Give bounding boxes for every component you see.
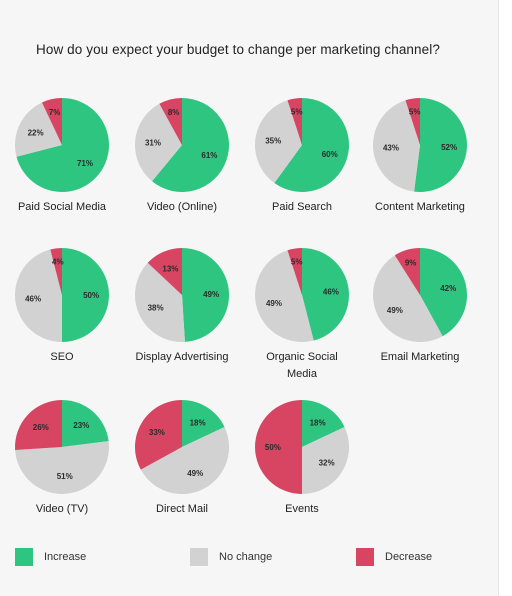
slice-increase-email-marketing: [420, 248, 468, 337]
slice-nochange-video-online: [135, 103, 182, 182]
data-label-nochange-content-marketing: 43%: [383, 144, 399, 153]
pie-label-organic-social-media: Organic Social Media: [266, 351, 338, 380]
data-label-decrease-seo: 4%: [52, 257, 64, 266]
pie-video-tv: 23% 51% 26%: [14, 400, 109, 494]
legend-label-decrease: Decrease: [385, 551, 433, 563]
pie-label-video-online: Video (Online): [146, 201, 218, 213]
slice-decrease-video-online: [159, 98, 182, 145]
data-label-increase-direct-mail: 18%: [190, 418, 206, 427]
data-label-decrease-events: 50%: [265, 443, 281, 452]
data-label-nochange-direct-mail: 49%: [187, 469, 203, 478]
data-label-decrease-organic-social-media: 5%: [291, 258, 303, 267]
pie-direct-mail: 18% 49% 33%: [134, 400, 230, 495]
pie-label-video-tv: Video (TV): [35, 503, 89, 515]
slice-decrease-paid-social-media: [41, 98, 62, 145]
data-label-increase-video-tv: 23%: [73, 421, 89, 430]
legend-swatch-no-change: [190, 548, 208, 566]
data-label-decrease-display-advertising: 13%: [162, 264, 178, 273]
data-label-increase-display-advertising: 49%: [203, 290, 219, 299]
data-label-decrease-content-marketing: 5%: [409, 108, 421, 117]
slice-increase-content-marketing: [414, 98, 467, 193]
data-label-nochange-display-advertising: 38%: [148, 303, 164, 312]
legend-swatch-decrease: [356, 548, 374, 566]
pie-display-advertising: 49% 38% 13%: [135, 247, 230, 343]
legend-swatch-increase: [15, 548, 33, 566]
slice-increase-paid-search: [274, 98, 350, 192]
pie-label-content-marketing: Content Marketing: [375, 201, 465, 213]
pie-label-paid-social-media: Paid Social Media: [17, 201, 107, 213]
slice-increase-paid-social-media: [16, 98, 110, 192]
data-label-increase-paid-search: 60%: [322, 150, 338, 159]
pie-label-events: Events: [285, 503, 319, 515]
data-label-decrease-paid-search: 5%: [291, 108, 303, 117]
slice-increase-seo: [62, 248, 109, 342]
data-label-increase-video-online: 61%: [201, 151, 217, 160]
pie-video-online: 61% 31% 8%: [135, 98, 230, 193]
data-label-decrease-email-marketing: 9%: [405, 259, 417, 268]
slice-decrease-seo: [50, 248, 62, 295]
pie-label-seo: SEO: [50, 351, 74, 363]
slice-nochange-content-marketing: [373, 100, 420, 192]
slice-increase-direct-mail: [182, 400, 225, 447]
pie-label-email-marketing: Email Marketing: [380, 351, 460, 363]
data-label-nochange-email-marketing: 49%: [387, 306, 403, 315]
slice-increase-video-tv: [62, 400, 109, 447]
data-label-decrease-direct-mail: 33%: [149, 428, 165, 437]
slice-nochange-email-marketing: [373, 255, 443, 342]
data-label-nochange-seo: 46%: [25, 295, 41, 304]
slice-decrease-organic-social-media: [287, 248, 302, 295]
slice-increase-display-advertising: [182, 247, 230, 342]
slice-nochange-video-tv: [15, 441, 109, 494]
slice-nochange-paid-search: [255, 100, 302, 184]
pie-label-paid-search: Paid Search: [272, 201, 332, 213]
slice-nochange-organic-social-media: [255, 250, 314, 342]
data-label-nochange-video-online: 31%: [145, 138, 161, 147]
data-label-nochange-events: 32%: [319, 459, 335, 468]
data-label-decrease-paid-social-media: 7%: [49, 108, 61, 117]
data-label-nochange-organic-social-media: 49%: [266, 299, 282, 308]
slice-decrease-content-marketing: [405, 98, 420, 145]
data-label-nochange-paid-search: 35%: [265, 136, 281, 145]
pie-label-direct-mail: Direct Mail: [156, 503, 208, 515]
legend-label-increase: Increase: [44, 551, 87, 563]
chart-title: How do you expect your budget to change …: [36, 42, 440, 57]
slice-decrease-display-advertising: [147, 248, 182, 295]
pie-seo: 50% 46% 4%: [15, 248, 109, 342]
slice-decrease-events: [255, 400, 302, 494]
data-label-nochange-paid-social-media: 22%: [28, 129, 44, 138]
slice-increase-video-online: [152, 98, 230, 193]
slice-nochange-paid-social-media: [15, 102, 63, 157]
slice-nochange-events: [302, 426, 350, 494]
slice-decrease-direct-mail: [134, 400, 182, 470]
slice-decrease-video-tv: [14, 400, 62, 450]
pie-paid-social-media: 71% 22% 7%: [15, 98, 110, 192]
slice-increase-events: [302, 400, 345, 447]
slice-nochange-display-advertising: [135, 262, 185, 343]
data-label-increase-content-marketing: 52%: [441, 143, 457, 152]
pie-organic-social-media: 46% 49% 5%: [255, 248, 349, 342]
data-label-nochange-video-tv: 51%: [57, 472, 73, 481]
pie-events: 18% 32% 50%: [255, 400, 350, 494]
slice-decrease-email-marketing: [394, 248, 420, 295]
pie-content-marketing: 52% 43% 5%: [373, 98, 467, 193]
pie-label-display-advertising: Display Advertising: [135, 351, 229, 363]
data-label-increase-organic-social-media: 46%: [323, 287, 339, 296]
slice-nochange-seo: [15, 249, 62, 342]
slice-nochange-direct-mail: [140, 426, 230, 495]
data-label-decrease-video-online: 8%: [168, 108, 180, 117]
pie-paid-search: 60% 35% 5%: [255, 98, 350, 192]
legend-label-no-change: No change: [219, 551, 273, 563]
slice-increase-organic-social-media: [302, 248, 349, 341]
pie-email-marketing: 42% 49% 9%: [373, 248, 468, 342]
data-label-increase-email-marketing: 42%: [440, 284, 456, 293]
data-label-increase-seo: 50%: [83, 291, 99, 300]
data-label-increase-paid-social-media: 71%: [77, 159, 93, 168]
slice-decrease-paid-search: [287, 98, 302, 145]
data-label-decrease-video-tv: 26%: [33, 423, 49, 432]
data-label-increase-events: 18%: [310, 418, 326, 427]
